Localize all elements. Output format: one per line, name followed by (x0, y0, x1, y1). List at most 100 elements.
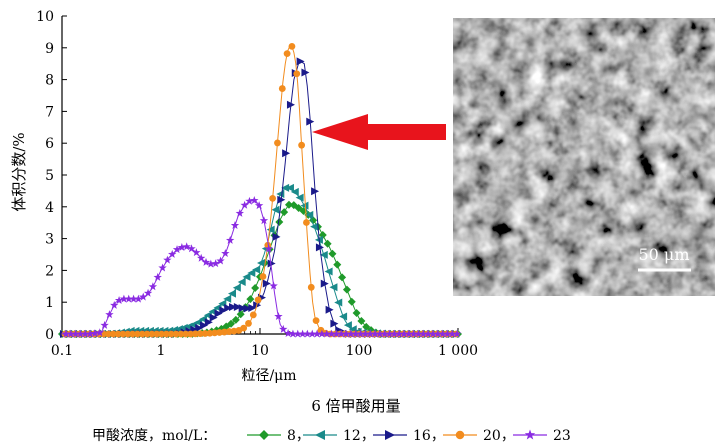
data-point (433, 329, 442, 338)
data-point (394, 329, 404, 338)
data-point (200, 321, 209, 330)
data-point (288, 329, 298, 338)
data-point (305, 210, 314, 219)
data-point (158, 330, 165, 338)
data-point (288, 42, 296, 50)
data-point (204, 318, 213, 327)
data-point (293, 329, 302, 338)
data-point (303, 329, 312, 338)
data-point (254, 296, 262, 304)
data-point (163, 255, 172, 264)
data-point (227, 319, 236, 328)
legend-item-20: 20， (443, 428, 515, 444)
data-point (221, 249, 230, 258)
y-tick-label: 2 (45, 263, 54, 279)
data-point (124, 294, 133, 303)
data-point (267, 259, 276, 268)
legend-marker (524, 429, 536, 440)
y-axis-label: 体积分数/% (10, 132, 28, 211)
legend-title: 甲酸浓度，mol/L： (92, 428, 216, 444)
data-point (296, 57, 305, 66)
data-point (298, 141, 306, 149)
data-point (105, 310, 114, 319)
data-point (250, 196, 259, 204)
data-point (438, 329, 447, 338)
data-point (301, 68, 310, 77)
x-tick-label: 1 (157, 343, 166, 359)
legend-label: 8， (287, 428, 310, 444)
data-point (236, 310, 245, 319)
data-point (211, 259, 220, 268)
axes: 0 1 2 3 4 5 6 7 8 9 10 0.1 1 10 100 1 000 (36, 9, 478, 359)
data-point (158, 263, 167, 272)
data-point (100, 320, 109, 329)
data-point (177, 330, 185, 338)
legend-item-8: 8， (247, 428, 310, 444)
data-point (230, 221, 240, 229)
data-point (448, 329, 457, 338)
x-axis-label: 粒径/μm (241, 368, 296, 384)
data-point (95, 328, 104, 337)
data-point (264, 244, 273, 253)
y-tick-label: 0 (45, 327, 54, 343)
data-point (237, 277, 246, 286)
data-point (323, 239, 332, 248)
data-point (303, 219, 310, 226)
data-point (414, 329, 423, 338)
data-point (231, 315, 240, 324)
legend-marker (259, 430, 269, 440)
data-point (129, 330, 136, 338)
data-point (192, 248, 201, 257)
data-point (298, 329, 307, 338)
data-point (249, 311, 257, 319)
data-point (338, 273, 347, 282)
data-point (307, 283, 315, 291)
data-point (85, 329, 95, 338)
data-point (322, 329, 331, 338)
data-point (209, 313, 218, 322)
legend-item-16: 16， (373, 428, 445, 444)
data-point (274, 139, 281, 147)
x-tick-label: 100 (346, 343, 373, 359)
x-tick-label: 1 000 (438, 343, 478, 359)
data-point (347, 297, 356, 306)
y-tick-label: 9 (45, 41, 54, 57)
data-point (274, 311, 283, 320)
data-point (153, 272, 162, 281)
data-point (251, 283, 260, 292)
data-point (325, 305, 334, 314)
data-point (300, 201, 309, 210)
data-point (61, 329, 71, 338)
data-point (245, 196, 254, 205)
data-point (324, 267, 333, 276)
data-point (293, 70, 301, 78)
data-point (240, 200, 249, 209)
data-point (119, 330, 127, 338)
data-point (269, 281, 278, 290)
data-point (246, 295, 255, 304)
data-point (343, 321, 352, 330)
scale-bar-label: 50 μm (638, 245, 689, 264)
data-point (317, 329, 327, 338)
data-point (370, 329, 380, 338)
data-point (191, 330, 199, 338)
data-point (311, 187, 320, 196)
legend-label: 12， (343, 428, 375, 444)
data-point (90, 329, 100, 338)
data-point (119, 294, 129, 303)
data-point (134, 294, 143, 303)
red-arrow (312, 114, 446, 150)
data-point (195, 324, 204, 333)
series-23 (61, 196, 462, 338)
data-point (328, 249, 337, 258)
data-point (225, 235, 235, 244)
data-point (399, 329, 409, 338)
data-point (110, 300, 119, 309)
legend-label: 23 (553, 428, 571, 444)
sem-inset: 50 μm (453, 18, 715, 296)
data-point (162, 330, 170, 338)
data-point (320, 279, 329, 288)
y-tick-label: 7 (45, 104, 54, 120)
data-point (361, 329, 370, 338)
series-layer (58, 42, 462, 338)
